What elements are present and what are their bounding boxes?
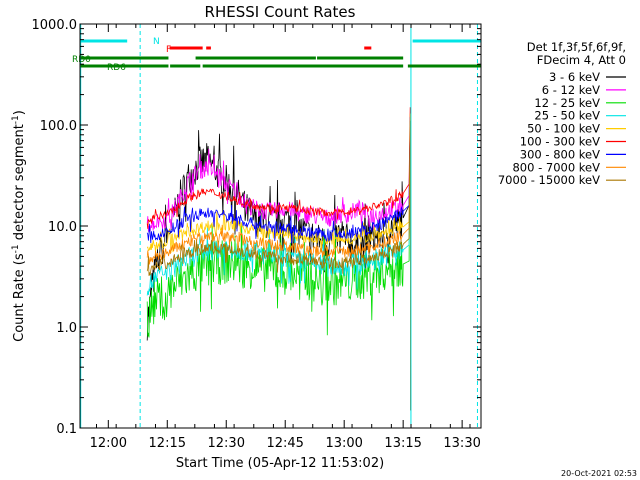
legend-entry-label: 6 - 12 keV [542,83,600,97]
plot-area: NF RD0 RD6 [72,24,481,428]
series-line-4 [146,124,412,411]
series-line-3 [146,127,412,411]
flare-flag-label: F [166,45,171,55]
x-tick-label: 12:15 [149,436,186,451]
legend-entry-label: 25 - 50 keV [534,109,600,123]
y-tick-label: 1000.0 [32,18,78,33]
legend-header-line-1: Det 1f,3f,5f,6f,9f, [527,40,626,54]
series-line-5 [146,107,412,411]
series-line-7 [146,113,412,411]
x-axis: 12:00 12:15 12:30 12:45 13:00 13:15 13:30 [90,24,481,451]
y-axis-label-part-2: detector segment [12,124,27,244]
x-tick-label: 12:45 [266,436,303,451]
x-tick-label: 13:00 [325,436,362,451]
night-flag-label: N [153,37,160,47]
y-tick-label: 100.0 [40,119,77,134]
series-line-6 [146,116,412,411]
rd6-flag-label: RD6 [107,63,126,73]
legend-header-line-2: FDecim 4, Att 0 [537,53,626,67]
legend-entry-label: 100 - 300 keV [520,135,600,149]
rd0-flag-label: RD0 [72,55,91,65]
y-axis: 0.1 1.0 10.0 100.0 1000.0 [32,18,481,437]
y-tick-label: 0.1 [56,422,77,437]
x-tick-label: 13:15 [384,436,421,451]
legend-entry-label: 3 - 6 keV [549,70,600,84]
y-axis-label: Count Rate (s-1 detector segment-1) [11,110,27,342]
legend-entry-label: 800 - 7000 keV [512,160,600,174]
legend-entry-label: 7000 - 15000 keV [498,173,600,187]
y-axis-label-sup-2: -1 [11,115,21,124]
legend-entry-label: 50 - 100 keV [527,122,600,136]
series-line-0 [146,124,412,411]
y-axis-label-sup-1: -1 [11,244,21,253]
legend-entry-label: 12 - 25 keV [534,96,600,110]
series-line-2 [146,129,412,411]
x-axis-label: Start Time (05-Apr-12 11:53:02) [176,456,384,471]
chart-title: RHESSI Count Rates [205,3,356,21]
generation-timestamp: 20-Oct-2021 02:53 [561,469,637,478]
y-tick-label: 10.0 [48,220,77,235]
y-axis-label-part-3: ) [12,110,27,115]
y-tick-label: 1.0 [56,321,77,336]
x-tick-label: 12:00 [90,436,127,451]
legend-entry-label: 300 - 800 keV [520,147,600,161]
x-tick-label: 13:30 [443,436,480,451]
y-axis-label-part-1: Count Rate (s [12,253,27,342]
series-line-1 [146,120,412,411]
legend: Det 1f,3f,5f,6f,9f, FDecim 4, Att 0 3 - … [498,40,626,187]
series-line-8 [146,120,412,411]
x-tick-label: 12:30 [208,436,245,451]
